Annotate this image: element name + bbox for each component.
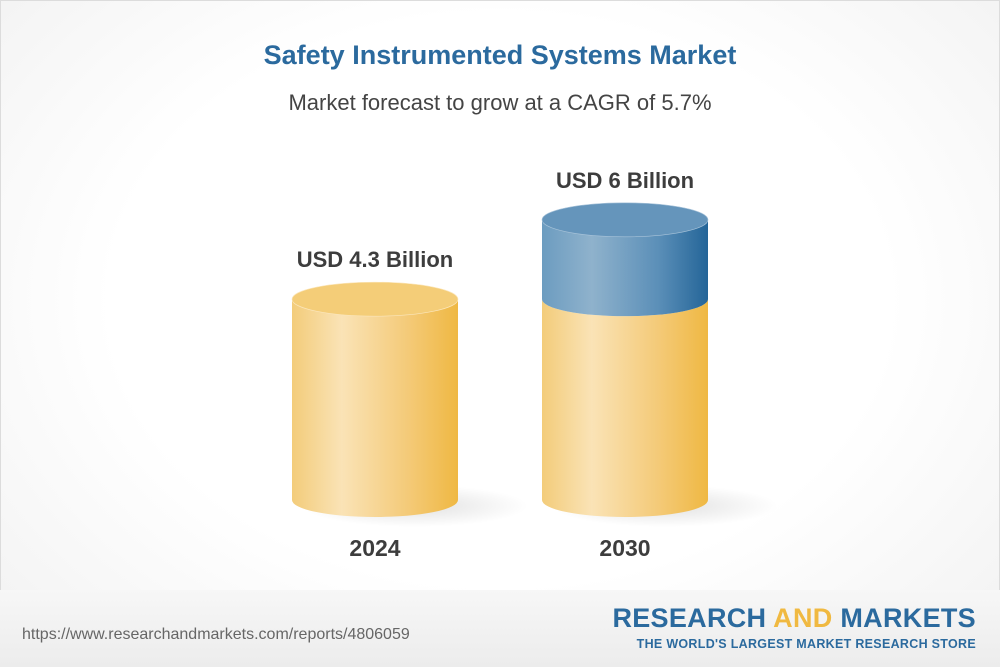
- bar-base-2024: [292, 299, 458, 517]
- data-label-2024: USD 4.3 Billion: [297, 247, 453, 272]
- source-url[interactable]: https://www.researchandmarkets.com/repor…: [22, 626, 410, 643]
- data-label-2030: USD 6 Billion: [556, 168, 694, 193]
- category-label-2024: 2024: [349, 535, 400, 561]
- bar-base-2030: [542, 299, 708, 517]
- category-label-2030: 2030: [599, 535, 650, 561]
- cylinder-chart: USD 4.3 Billion 2024 USD 6 Billion 2030: [291, 168, 778, 561]
- bar-top-2030: [541, 202, 709, 238]
- brand-tagline: THE WORLD'S LARGEST MARKET RESEARCH STOR…: [636, 637, 976, 651]
- footer: [0, 590, 1000, 667]
- bar-growth-2030: [542, 219, 708, 317]
- bar-top-2024: [291, 281, 459, 317]
- chart-subtitle: Market forecast to grow at a CAGR of 5.7…: [288, 90, 712, 115]
- chart-title: Safety Instrumented Systems Market: [263, 40, 737, 70]
- brand-logo: RESEARCH AND MARKETS: [612, 603, 976, 633]
